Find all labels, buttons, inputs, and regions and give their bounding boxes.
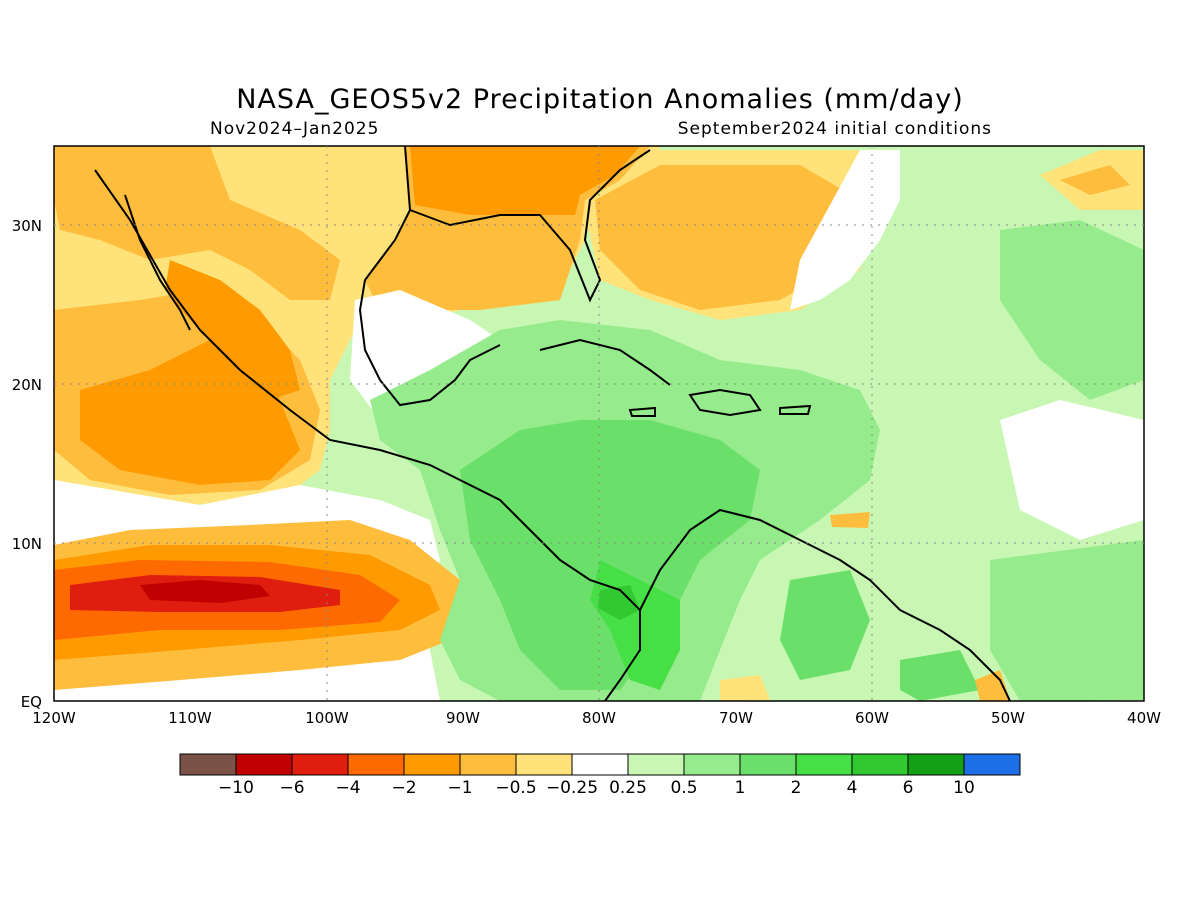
coast-central-america bbox=[459, 479, 641, 701]
lat-tick: 30N bbox=[12, 217, 42, 235]
lon-tick: 50W bbox=[991, 709, 1025, 727]
wet-atlantic-east bbox=[1000, 220, 1144, 400]
dry-itcz-extreme bbox=[140, 580, 270, 603]
dry-us-core bbox=[410, 146, 640, 215]
map-title: NASA_GEOS5v2 Precipitation Anomalies (mm… bbox=[236, 84, 964, 115]
legend-label: 10 bbox=[953, 778, 975, 798]
legend-swatch bbox=[739, 753, 797, 776]
legend-label: 2 bbox=[791, 778, 802, 798]
forecast-period: Nov2024–Jan2025 bbox=[210, 119, 380, 139]
initial-conditions: September2024 initial conditions bbox=[677, 119, 992, 139]
legend-label: −0.5 bbox=[495, 778, 536, 798]
legend-swatch bbox=[403, 753, 461, 776]
coast-south-america bbox=[639, 508, 1011, 701]
wet-core bbox=[460, 420, 760, 690]
legend-swatch bbox=[291, 753, 349, 776]
legend-swatch bbox=[795, 753, 853, 776]
wet-colombia-core bbox=[598, 585, 640, 620]
legend-label: 0.5 bbox=[670, 778, 697, 798]
legend-swatch bbox=[571, 753, 629, 776]
normal-band-atlantic bbox=[790, 150, 900, 310]
coast-gulf bbox=[358, 146, 501, 407]
legend-swatch bbox=[627, 753, 685, 776]
lon-tick: 80W bbox=[582, 709, 616, 727]
coast-hispaniola bbox=[688, 388, 762, 417]
dry-mexico-coast bbox=[165, 260, 300, 400]
coast-cuba bbox=[539, 338, 671, 386]
lat-tick: EQ bbox=[21, 693, 42, 711]
dry-core-atlantic bbox=[595, 165, 860, 310]
normal-patch-atlantic bbox=[1000, 400, 1144, 540]
coast-us-gulf bbox=[409, 149, 651, 303]
coast-jamaica bbox=[628, 406, 656, 417]
lon-tick: 70W bbox=[719, 709, 753, 727]
wet-guianas bbox=[900, 650, 980, 701]
legend-swatch bbox=[459, 753, 517, 776]
lon-tick: 120W bbox=[32, 709, 76, 727]
coastlines bbox=[94, 146, 1011, 701]
lon-tick: 100W bbox=[305, 709, 349, 727]
color-legend bbox=[179, 753, 1021, 776]
legend-swatch bbox=[515, 753, 573, 776]
legend-label: 0.25 bbox=[609, 778, 647, 798]
anomaly-field bbox=[54, 146, 1144, 701]
legend-label: −6 bbox=[279, 778, 304, 798]
legend-label: −4 bbox=[335, 778, 360, 798]
dry-patch-ne-core bbox=[1060, 165, 1130, 195]
dry-pacific-deep bbox=[80, 340, 300, 485]
legend-swatch bbox=[683, 753, 741, 776]
legend-swatch bbox=[179, 753, 237, 776]
legend-swatch bbox=[907, 753, 965, 776]
lat-tick: 20N bbox=[12, 376, 42, 394]
dry-patch-venezuela bbox=[720, 675, 770, 701]
dry-patch-lesser-antilles bbox=[830, 512, 870, 528]
dry-mexico-core bbox=[54, 146, 340, 300]
legend-label: −2 bbox=[391, 778, 416, 798]
wet-atlantic-south bbox=[990, 540, 1144, 701]
legend-label: 1 bbox=[735, 778, 746, 798]
lat-tick: 10N bbox=[12, 535, 42, 553]
lon-tick: 40W bbox=[1127, 709, 1161, 727]
coast-mexico-pacific bbox=[94, 169, 461, 481]
coast-puerto-rico bbox=[779, 404, 812, 415]
legend-label: −0.25 bbox=[546, 778, 598, 798]
legend-label: −1 bbox=[447, 778, 472, 798]
graticule bbox=[54, 146, 1144, 701]
legend-label: 6 bbox=[903, 778, 914, 798]
color-legend-labels: −10 −6 −4 −2 −1 −0.5 −0.25 0.25 0.5 1 2 … bbox=[218, 778, 975, 798]
lon-tick: 110W bbox=[168, 709, 212, 727]
lat-axis: 30N 20N 10N EQ bbox=[12, 217, 42, 711]
lon-tick: 60W bbox=[855, 709, 889, 727]
legend-swatch bbox=[347, 753, 405, 776]
lon-axis: 120W 110W 100W 90W 80W 70W 60W 50W 40W bbox=[32, 709, 1161, 727]
legend-label: 4 bbox=[847, 778, 858, 798]
legend-swatch bbox=[235, 753, 293, 776]
lon-tick: 90W bbox=[446, 709, 480, 727]
wet-venezuela bbox=[780, 570, 870, 680]
legend-swatch bbox=[963, 753, 1021, 776]
dry-patch-guyana-coast bbox=[975, 670, 1010, 701]
legend-swatch bbox=[851, 753, 909, 776]
legend-label: −10 bbox=[218, 778, 254, 798]
